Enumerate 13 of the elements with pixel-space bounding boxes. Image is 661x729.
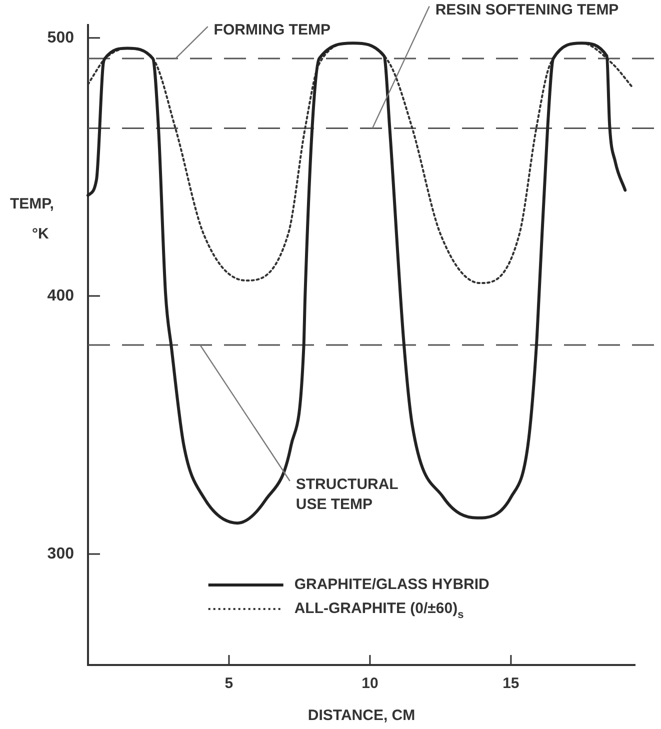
x-tick-label: 10 — [362, 675, 378, 692]
ref-line-label: FORMING TEMP — [214, 22, 330, 39]
line-series — [86, 42, 627, 525]
x-tick-label: 5 — [224, 675, 234, 692]
y-tick-label: 300 — [47, 545, 74, 562]
ref-line-label: STRUCTURAL USE TEMP — [296, 476, 398, 514]
x-axis-title: DISTANCE, CM — [308, 707, 416, 724]
y-tick-label: 400 — [47, 287, 74, 304]
y-axis-title: TEMP, °K — [10, 195, 54, 242]
x-tick-label: 15 — [502, 675, 520, 692]
ref-line-label: RESIN SOFTENING TEMP — [435, 1, 619, 18]
y-tick-label: 500 — [47, 29, 74, 46]
legend-label: GRAPHITE/GLASS HYBRID — [294, 576, 490, 594]
